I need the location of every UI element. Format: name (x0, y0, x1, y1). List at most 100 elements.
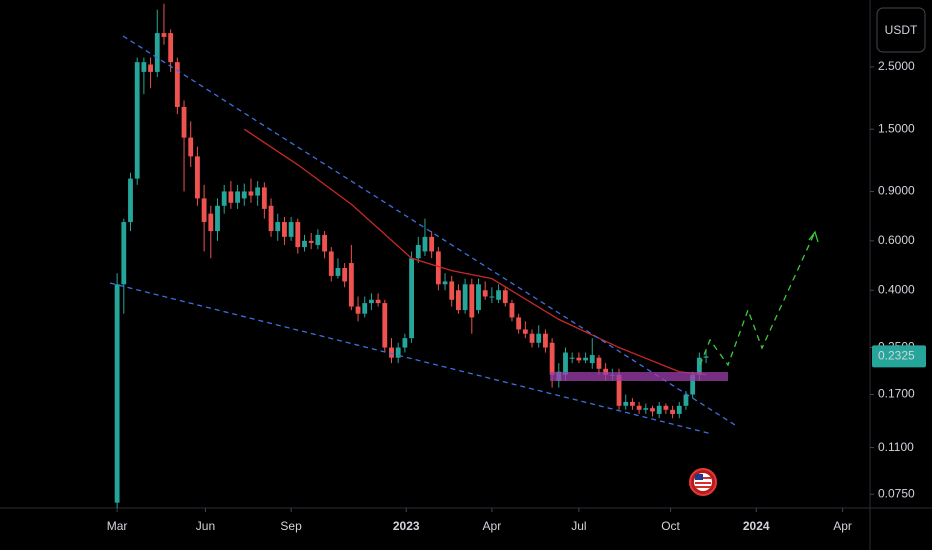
candle-body (549, 342, 555, 375)
candle-body (215, 205, 220, 232)
y-tick-label: 1.5000 (878, 121, 915, 135)
candle-body (255, 187, 261, 196)
candle-body (569, 357, 575, 359)
candle-body (516, 317, 522, 330)
candle-body (623, 401, 629, 406)
candle-body (134, 62, 140, 179)
x-tick-label: 2023 (393, 519, 420, 533)
candle-body (643, 408, 649, 410)
candle-body (342, 268, 348, 282)
candle-body (636, 405, 642, 410)
currency-label[interactable]: USDT (885, 23, 918, 37)
candle-body (603, 368, 609, 375)
candle-body (529, 333, 535, 343)
x-tick-label: Jul (571, 519, 586, 533)
candle-body (395, 347, 401, 358)
candle-body (690, 374, 696, 395)
projection-path (699, 231, 816, 367)
x-tick-label: Apr (833, 519, 852, 533)
candle-body (322, 234, 327, 252)
candle-body (315, 234, 321, 245)
candle-body (295, 222, 301, 248)
candle-body (703, 356, 709, 358)
candle-body (596, 357, 602, 369)
candle-body (114, 284, 120, 503)
candle-body (282, 222, 287, 237)
x-tick-label: Sep (280, 519, 302, 533)
candle-body (650, 408, 655, 412)
last-price-tag: 0.2325 (872, 345, 926, 368)
candle-body (302, 240, 307, 248)
currency-button[interactable]: USDT (876, 7, 926, 53)
candle-body (616, 374, 622, 406)
y-tick-label: 0.4000 (878, 282, 915, 296)
last-price-box (872, 345, 926, 368)
candle-body (221, 191, 227, 206)
candle-body (456, 290, 461, 311)
candle-body (576, 357, 582, 361)
x-tick-label: Apr (483, 519, 502, 533)
y-tick-label: 0.0750 (878, 486, 915, 500)
candle-body (429, 236, 435, 252)
y-tick-label: 0.1700 (878, 387, 915, 401)
last-price-label: 0.2325 (878, 349, 915, 363)
candle-body (435, 251, 441, 285)
y-tick-label: 2.5000 (878, 59, 915, 73)
candle-body (328, 251, 334, 276)
candle-body (482, 290, 488, 297)
candle-body (502, 290, 508, 304)
candle-body (141, 62, 147, 72)
candle-body (389, 347, 394, 358)
candle-body (335, 268, 341, 276)
candle-body (161, 33, 167, 37)
projection-arrow (808, 230, 819, 243)
candle-body (583, 357, 588, 361)
candle-body (375, 299, 381, 304)
candle-body (442, 281, 448, 285)
candle-body (235, 191, 240, 203)
candle-body (589, 355, 595, 364)
candle-body (355, 306, 361, 314)
candle-body (288, 222, 294, 237)
x-tick-label: Oct (661, 519, 680, 533)
drawings (109, 35, 819, 496)
candle-body (489, 296, 495, 298)
candle-body (476, 284, 481, 311)
candle-body (469, 284, 475, 318)
candle-body (449, 281, 455, 300)
candle-body (509, 303, 515, 318)
candle-body (409, 258, 414, 339)
candle-body (656, 405, 662, 414)
candle-body (188, 137, 194, 157)
candle-body (121, 222, 127, 285)
candle-body (128, 178, 133, 223)
candle-body (275, 222, 281, 232)
candle-body (422, 236, 428, 252)
candle-body (630, 401, 635, 406)
event-icon (689, 468, 717, 496)
candle-body (382, 303, 388, 348)
candle-body (268, 205, 274, 232)
candle-body (563, 352, 568, 375)
currency-button-frame[interactable] (876, 7, 926, 53)
x-tick-label: Jun (196, 519, 215, 533)
plot-area: 2.50001.50000.90000.60000.40000.25000.17… (107, 3, 915, 533)
candle-body (154, 33, 160, 72)
y-tick-label: 0.6000 (878, 233, 915, 247)
candle-body (496, 290, 501, 300)
candle-body (683, 394, 689, 406)
candle-body (261, 187, 267, 209)
candle-body (228, 191, 234, 203)
candle-body (462, 284, 468, 311)
candle-body (676, 405, 682, 414)
candle-body (369, 299, 374, 304)
support-zone (550, 372, 728, 381)
candle-body (248, 191, 254, 196)
candle-body (241, 191, 247, 199)
candle-body (543, 333, 548, 348)
candle-body (308, 240, 314, 243)
candle-body (696, 357, 702, 375)
y-tick-label: 0.1100 (878, 440, 914, 454)
